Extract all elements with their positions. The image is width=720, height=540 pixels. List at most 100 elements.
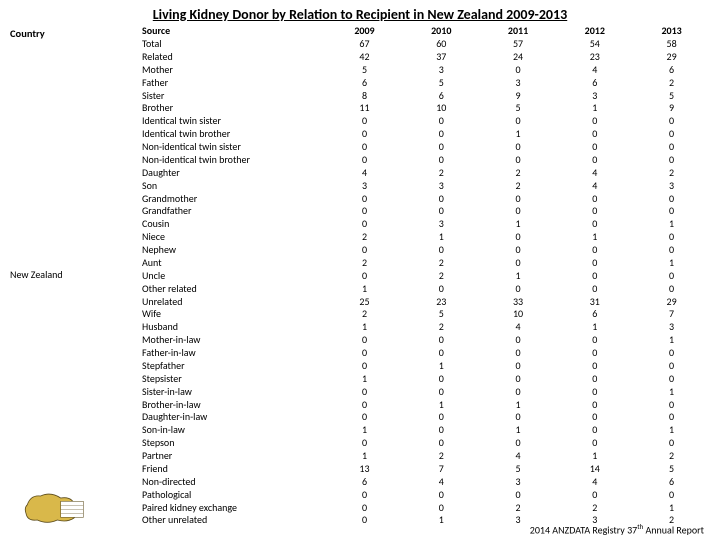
row-value: 0 <box>556 192 633 205</box>
row-value: 2 <box>633 167 710 180</box>
row-value: 0 <box>633 489 710 502</box>
row-value: 0 <box>326 128 403 141</box>
row-value: 0 <box>326 141 403 154</box>
table-row: Non-directed64346 <box>140 476 710 489</box>
table-header-row: Source 2009 2010 2011 2012 2013 <box>140 25 710 38</box>
row-label: Grandmother <box>140 192 326 205</box>
row-value: 1 <box>326 424 403 437</box>
row-value: 0 <box>556 270 633 283</box>
table-row: Mother-in-law00001 <box>140 334 710 347</box>
row-label: Identical twin sister <box>140 115 326 128</box>
row-label: Paired kidney exchange <box>140 501 326 514</box>
row-value: 0 <box>403 128 480 141</box>
country-header: Country <box>10 27 140 40</box>
row-value: 1 <box>326 321 403 334</box>
row-value: 23 <box>556 51 633 64</box>
table-row: Stepsister10000 <box>140 373 710 386</box>
row-value: 5 <box>403 308 480 321</box>
row-value: 2 <box>480 180 557 193</box>
row-label: Daughter <box>140 167 326 180</box>
col-2013: 2013 <box>633 25 710 38</box>
col-2009: 2009 <box>326 25 403 38</box>
row-label: Aunt <box>140 257 326 270</box>
row-value: 6 <box>326 476 403 489</box>
row-value: 57 <box>480 38 557 51</box>
row-value: 0 <box>326 192 403 205</box>
row-value: 0 <box>556 398 633 411</box>
table-column: Source 2009 2010 2011 2012 2013 Total676… <box>140 25 710 527</box>
row-value: 1 <box>633 218 710 231</box>
row-value: 0 <box>403 424 480 437</box>
row-value: 0 <box>480 231 557 244</box>
row-label: Partner <box>140 450 326 463</box>
row-value: 0 <box>633 373 710 386</box>
row-value: 31 <box>556 295 633 308</box>
row-value: 0 <box>326 411 403 424</box>
table-row: Niece21010 <box>140 231 710 244</box>
table-row: Son33243 <box>140 180 710 193</box>
row-label: Stepson <box>140 437 326 450</box>
row-value: 14 <box>556 463 633 476</box>
footer-prefix: 2014 ANZDATA Registry 37 <box>530 523 637 536</box>
row-value: 0 <box>633 244 710 257</box>
row-value: 0 <box>480 386 557 399</box>
footer-text: 2014 ANZDATA Registry 37th Annual Report <box>530 522 704 536</box>
row-value: 0 <box>403 192 480 205</box>
row-label: Father <box>140 77 326 90</box>
row-value: 1 <box>633 257 710 270</box>
row-value: 0 <box>326 205 403 218</box>
row-value: 0 <box>556 334 633 347</box>
row-value: 0 <box>480 373 557 386</box>
row-value: 0 <box>556 489 633 502</box>
table-row: Grandfather00000 <box>140 205 710 218</box>
row-value: 0 <box>633 231 710 244</box>
row-value: 9 <box>633 102 710 115</box>
row-label: Mother-in-law <box>140 334 326 347</box>
row-value: 1 <box>480 128 557 141</box>
table-row: Non-identical twin brother00000 <box>140 154 710 167</box>
row-value: 0 <box>480 437 557 450</box>
row-label: Non-identical twin sister <box>140 141 326 154</box>
row-value: 2 <box>403 270 480 283</box>
table-row: Stepson00000 <box>140 437 710 450</box>
row-value: 1 <box>326 450 403 463</box>
row-value: 0 <box>403 501 480 514</box>
row-label: Related <box>140 51 326 64</box>
table-row: Daughter42242 <box>140 167 710 180</box>
col-2011: 2011 <box>480 25 557 38</box>
row-value: 0 <box>556 257 633 270</box>
row-label: Friend <box>140 463 326 476</box>
row-value: 0 <box>326 514 403 527</box>
row-value: 5 <box>480 463 557 476</box>
row-value: 0 <box>480 360 557 373</box>
table-row: Sister86935 <box>140 89 710 102</box>
row-value: 4 <box>326 167 403 180</box>
table-row: Other related10000 <box>140 283 710 296</box>
row-value: 33 <box>480 295 557 308</box>
row-value: 5 <box>403 77 480 90</box>
row-value: 1 <box>633 424 710 437</box>
row-value: 0 <box>326 501 403 514</box>
row-value: 6 <box>556 308 633 321</box>
row-value: 0 <box>403 244 480 257</box>
row-value: 5 <box>480 102 557 115</box>
row-value: 0 <box>480 64 557 77</box>
row-value: 0 <box>480 192 557 205</box>
row-value: 0 <box>556 360 633 373</box>
row-value: 0 <box>403 141 480 154</box>
row-value: 1 <box>403 514 480 527</box>
row-value: 0 <box>556 424 633 437</box>
row-value: 1 <box>480 218 557 231</box>
row-value: 0 <box>480 257 557 270</box>
row-value: 67 <box>326 38 403 51</box>
table-row: Father-in-law00000 <box>140 347 710 360</box>
table-row: Friend1375145 <box>140 463 710 476</box>
row-value: 7 <box>633 308 710 321</box>
row-value: 2 <box>480 501 557 514</box>
row-label: Cousin <box>140 218 326 231</box>
col-source: Source <box>140 25 326 38</box>
row-value: 3 <box>556 89 633 102</box>
row-label: Total <box>140 38 326 51</box>
row-value: 0 <box>633 283 710 296</box>
row-value: 4 <box>556 167 633 180</box>
